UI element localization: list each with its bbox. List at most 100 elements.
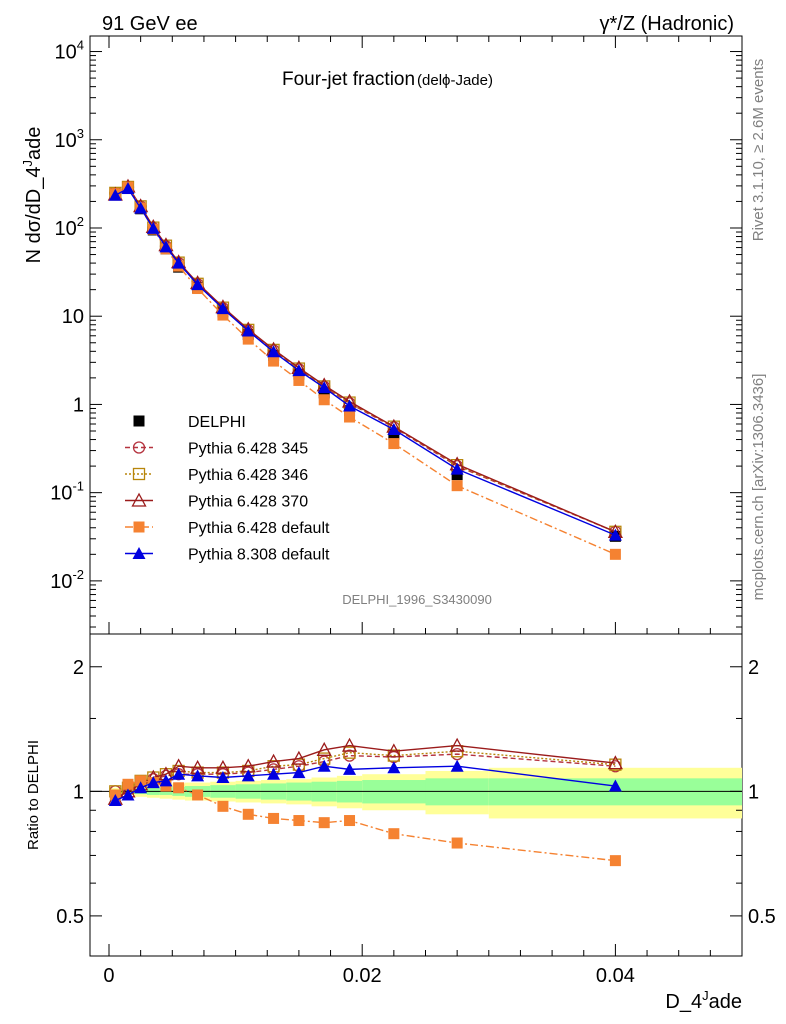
ratio-point-pythia-6-428-default: [242, 808, 254, 820]
y-tick-label: 102: [55, 214, 84, 240]
ratio-tick-label-right: 0.5: [748, 906, 776, 928]
y-tick-label: 10: [62, 306, 84, 328]
legend-entry: DELPHI: [133, 414, 246, 431]
ratio-point-pythia-6-428-346: [343, 746, 356, 759]
point-pythia-8-308-default: [216, 302, 230, 315]
point-pythia-8-308-default: [387, 422, 401, 435]
point-pythia-8-308-default: [172, 256, 186, 269]
legend-label: Pythia 8.308 default: [188, 547, 330, 564]
legend-entry: Pythia 6.428 346: [125, 467, 308, 484]
point-pythia-8-308-default: [146, 221, 160, 234]
ratio-tick-label: 0.5: [56, 906, 84, 928]
legend-marker: [132, 441, 146, 454]
ratio-point-pythia-8-308-default: [216, 771, 230, 784]
ratio-point-pythia-6-428-370: [607, 755, 623, 770]
ratio-line-pythia-6-428-default: [114, 780, 616, 862]
ratio-point-pythia-8-308-default: [387, 761, 401, 774]
line-pythia-6-428-370: [114, 185, 616, 533]
legend-label: Pythia 6.428 345: [188, 441, 308, 458]
ratio-point-pythia-6-428-370: [316, 741, 332, 756]
ratio-point-pythia-6-428-370: [341, 737, 358, 752]
ratio-tick-label-right: 2: [748, 657, 759, 679]
main-axis-ticks: 10-2 10-1 1 10 102 103 104: [50, 38, 742, 628]
ratio-point-pythia-8-308-default: [267, 767, 281, 780]
inner-band: [425, 778, 489, 806]
y-tick-label: 1: [73, 394, 84, 416]
ratio-point-pythia-6-428-default: [268, 812, 280, 824]
point-pythia-6-428-default: [344, 411, 356, 423]
ratio-point-pythia-6-428-default: [609, 855, 621, 867]
x-tick-label: 0.02: [343, 965, 382, 987]
ratio-tick-label: 2: [73, 657, 84, 679]
point-pythia-8-308-default: [450, 462, 464, 475]
point-pythia-6-428-default: [268, 355, 280, 367]
legend-marker: [132, 467, 146, 481]
uncertainty-bands: [108, 767, 742, 819]
point-delphi: [451, 469, 463, 481]
ratio-point-pythia-8-308-default: [317, 759, 331, 772]
point-pythia-8-308-default: [121, 182, 135, 195]
y-tick-label: 104: [55, 38, 84, 64]
point-pythia-8-308-default: [241, 324, 255, 337]
x-axis-label: D_4Jade: [665, 988, 742, 1013]
legend-label: Pythia 6.428 346: [188, 467, 308, 484]
point-pythia-6-428-default: [318, 394, 330, 406]
ratio-point-pythia-6-428-default: [135, 775, 147, 787]
ratio-point-pythia-6-428-default: [122, 778, 134, 790]
point-pythia-6-428-default: [609, 548, 621, 560]
point-pythia-8-308-default: [317, 381, 331, 394]
ratio-point-pythia-6-428-default: [217, 800, 229, 812]
ratio-point-pythia-6-428-default: [318, 817, 330, 829]
point-pythia-8-308-default: [191, 278, 205, 291]
legend-entry: Pythia 6.428 370: [125, 492, 308, 511]
y-tick-label: 103: [55, 126, 84, 152]
ratio-point-pythia-6-428-370: [386, 743, 402, 758]
legend-marker: [133, 415, 145, 427]
mcplots-label: mcplots.cern.ch [arXiv:1306.3436]: [750, 374, 767, 601]
ratio-line-pythia-6-428-370: [114, 744, 616, 800]
ratio-line-pythia-8-308-default: [115, 765, 616, 802]
ratio-tick-label-right: 1: [748, 781, 759, 803]
ratio-point-pythia-8-308-default: [134, 781, 148, 794]
header-right: γ*/Z (Hadronic): [600, 13, 734, 35]
point-pythia-8-308-default: [343, 399, 357, 412]
plot-title-sub: (delϕ-Jade): [417, 72, 493, 89]
legend-marker: [133, 521, 145, 533]
ratio-tick-label: 1: [73, 781, 84, 803]
point-pythia-6-428-default: [293, 374, 305, 386]
header-left: 91 GeV ee: [102, 13, 198, 35]
ratio-point-pythia-6-428-370: [449, 737, 465, 752]
ratio-point-pythia-6-428-default: [388, 828, 400, 840]
y-axis-label-ratio: Ratio to DELPHI: [25, 740, 42, 850]
ratio-point-pythia-8-308-default: [343, 762, 357, 775]
x-axis-ticks: 0 0.02 0.04: [103, 36, 743, 987]
ratio-point-pythia-8-308-default: [292, 766, 306, 779]
point-pythia-8-308-default: [159, 240, 173, 253]
plot-title: Four-jet fraction (delϕ-Jade): [282, 69, 493, 90]
x-tick-label: 0: [103, 965, 114, 987]
ratio-point-pythia-8-308-default: [108, 794, 122, 807]
y-axis-label-main: N dσ/dD_4Jade: [20, 127, 45, 264]
ratio-point-pythia-6-428-default: [192, 789, 204, 801]
legend-label: DELPHI: [188, 414, 246, 431]
ratio-line-pythia-6-428-346: [115, 750, 616, 793]
rivet-label: Rivet 3.1.10, ≥ 2.6M events: [750, 59, 767, 242]
ratio-point-pythia-8-308-default: [159, 774, 173, 787]
point-pythia-6-428-default: [242, 333, 254, 345]
legend-label: Pythia 6.428 370: [188, 494, 308, 511]
legend-entry: Pythia 8.308 default: [125, 547, 330, 564]
x-tick-label: 0.04: [596, 965, 635, 987]
point-pythia-8-308-default: [108, 188, 122, 201]
point-pythia-6-428-default: [217, 309, 229, 321]
ratio-point-pythia-8-308-default: [146, 776, 160, 789]
main-series: [107, 178, 623, 560]
legend-label: Pythia 6.428 default: [188, 520, 330, 537]
line-pythia-8-308-default: [114, 187, 616, 536]
point-pythia-8-308-default: [267, 345, 281, 358]
point-pythia-8-308-default: [608, 528, 622, 541]
ratio-point-pythia-8-308-default: [172, 767, 186, 780]
ratio-point-pythia-8-308-default: [608, 779, 622, 792]
ratio-point-pythia-8-308-default: [121, 788, 135, 801]
ratio-point-pythia-6-428-default: [344, 815, 356, 827]
legend: DELPHI Pythia 6.428 345 Pythia 6.428 346 Py…: [125, 414, 330, 564]
